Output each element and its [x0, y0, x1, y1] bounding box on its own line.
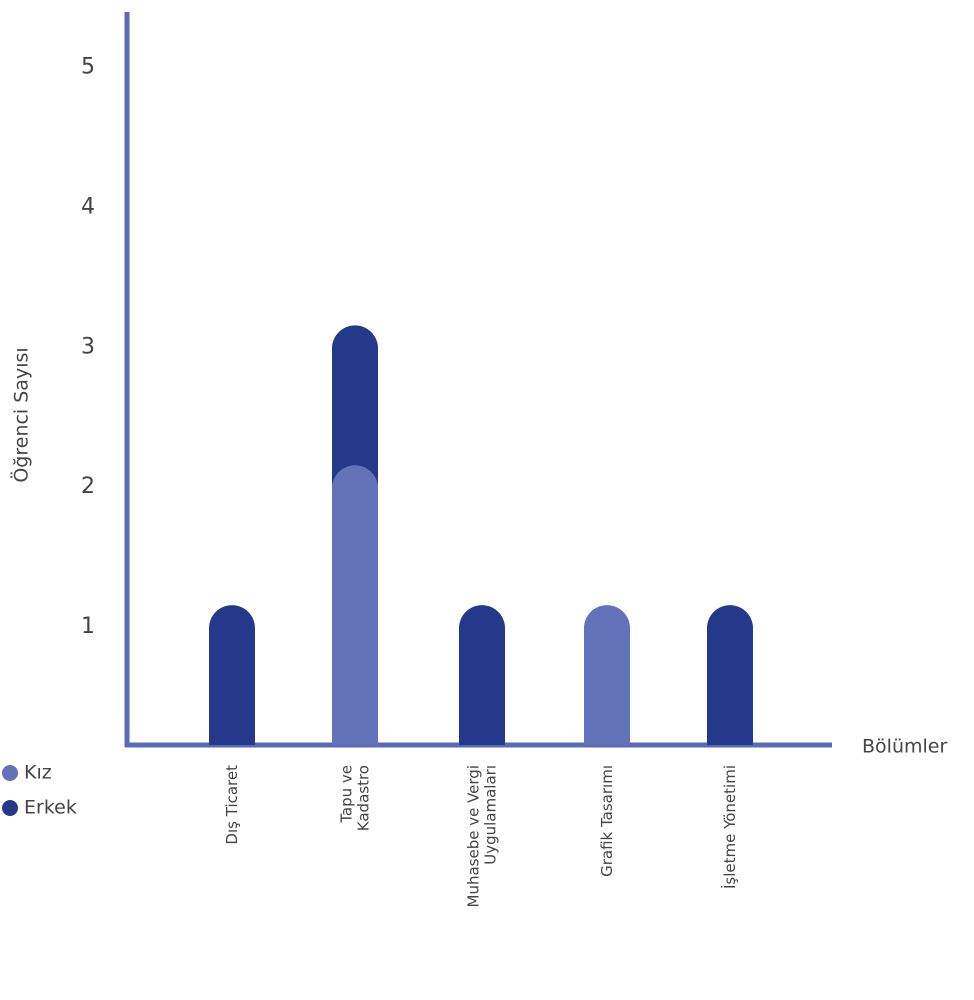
y-tick-label: 3	[81, 334, 95, 359]
bar	[332, 325, 378, 489]
y-tick-label: 4	[81, 194, 95, 219]
x-tick-label: Tapu veKadastro	[337, 765, 372, 831]
legend-marker	[2, 800, 18, 816]
bar	[209, 605, 255, 745]
bar	[459, 605, 505, 745]
y-tick-label: 2	[81, 474, 95, 499]
x-tick-label: Muhasebe ve VergiUygulamaları	[464, 765, 499, 908]
bar	[332, 465, 378, 745]
x-tick-label: Grafik Tasarımı	[598, 765, 616, 877]
legend-label: Kız	[24, 762, 52, 784]
y-axis-label: Öğrenci Sayısı	[10, 347, 33, 482]
bar	[584, 605, 630, 745]
x-tick-label: İşletme Yönetimi	[720, 765, 739, 889]
legend-label: Erkek	[24, 797, 77, 819]
y-tick-label: 1	[81, 614, 95, 639]
x-tick-label: Dış Ticaret	[223, 765, 241, 845]
y-tick-label: 5	[81, 55, 95, 80]
bar	[707, 605, 753, 745]
legend-marker	[2, 765, 18, 781]
x-axis-label: Bölümler	[862, 736, 947, 758]
